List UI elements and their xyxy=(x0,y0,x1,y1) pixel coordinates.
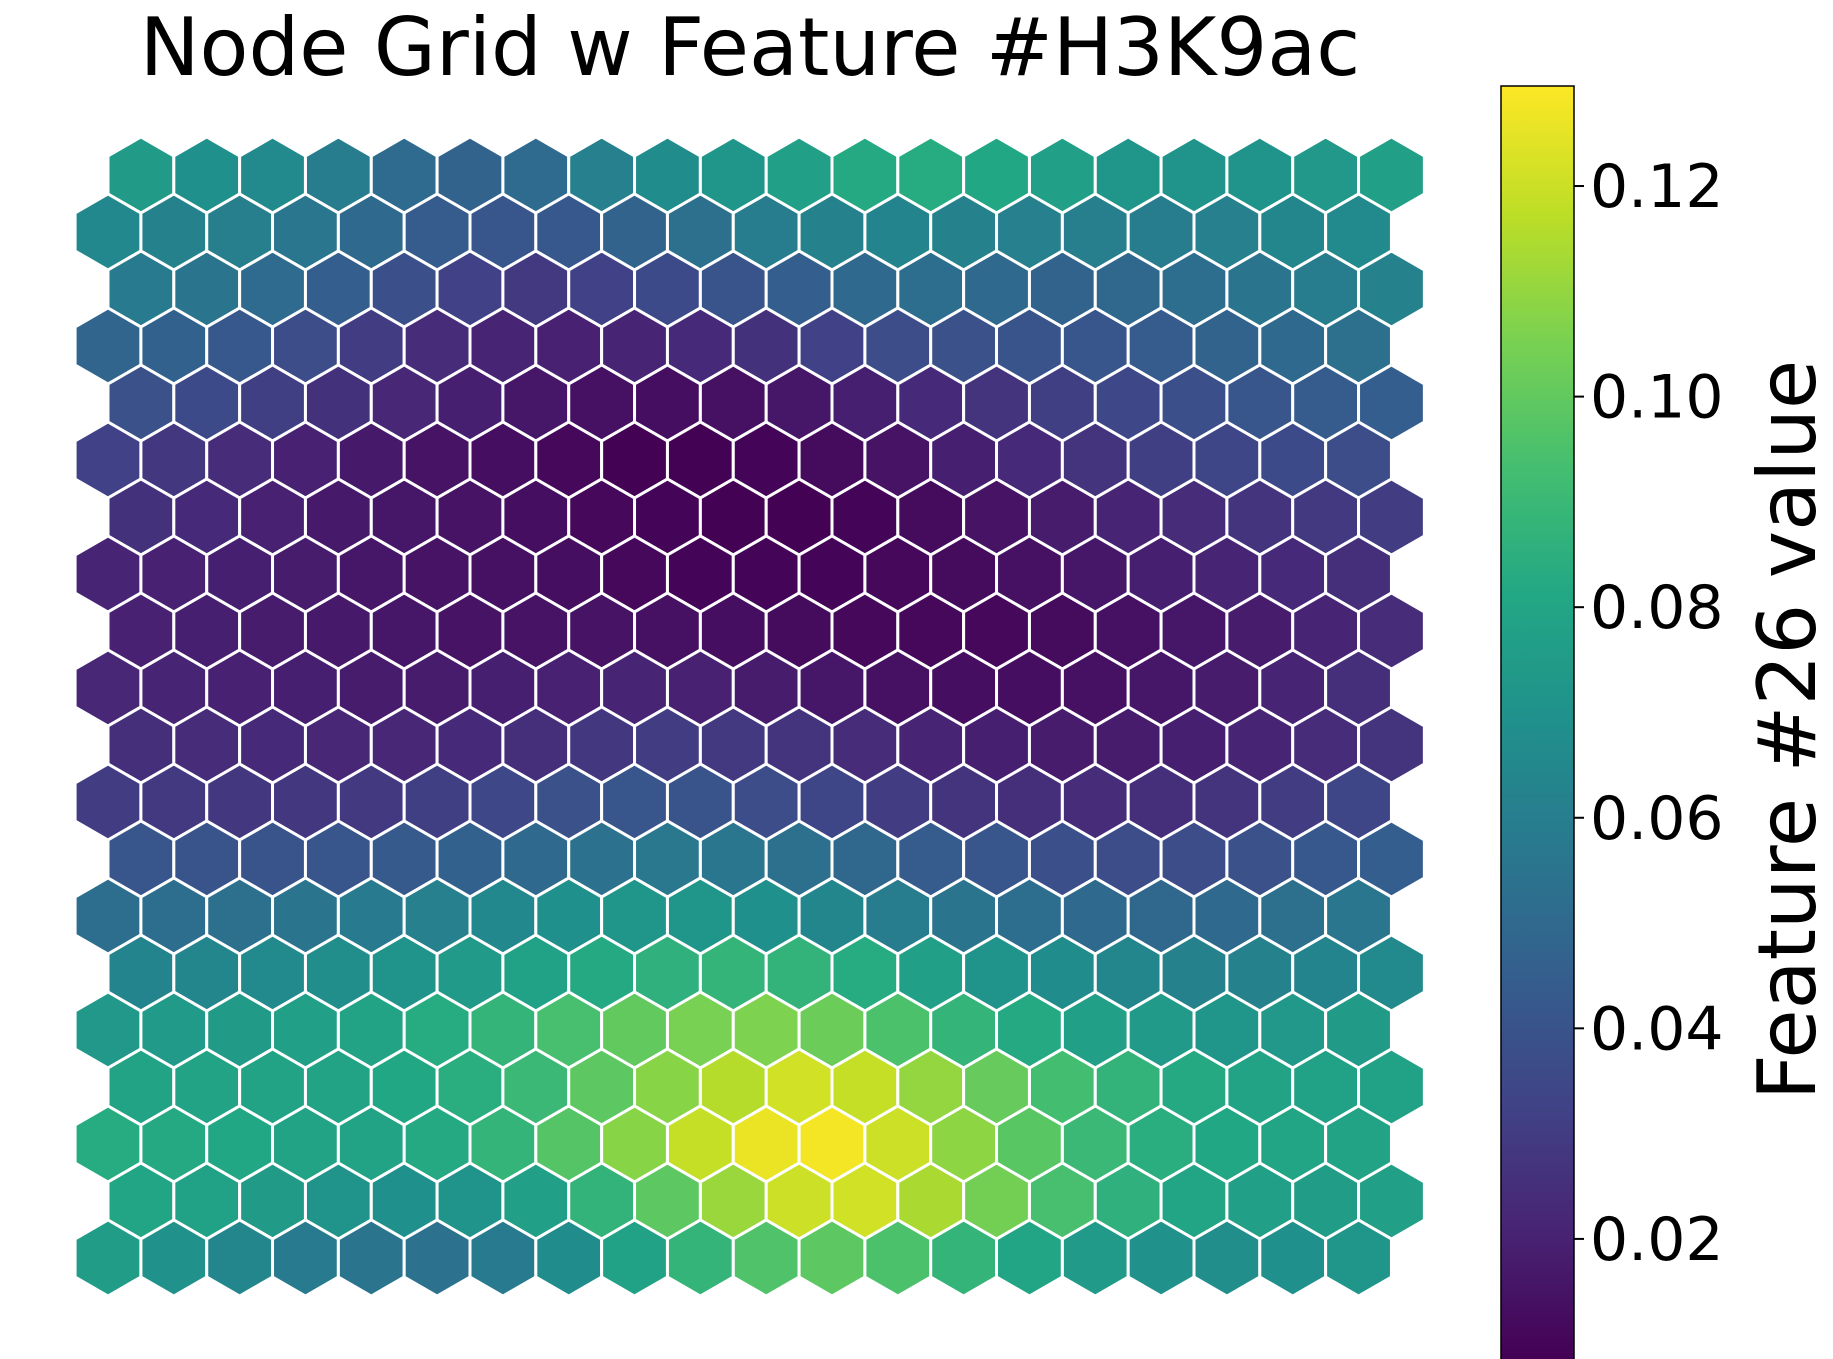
colorbar-gradient xyxy=(1500,85,1575,1359)
hex-grid xyxy=(73,135,1426,1298)
colorbar-tick-label: 0.06 xyxy=(1590,784,1724,854)
colorbar-label: Feature #26 value xyxy=(1741,360,1833,1101)
colorbar-tick-label: 0.10 xyxy=(1590,363,1724,433)
hex-cell xyxy=(1324,1218,1393,1298)
colorbar-tick-label: 0.12 xyxy=(1590,152,1724,222)
colorbar-tick-label: 0.04 xyxy=(1590,994,1724,1064)
colorbar: 0.02 0.04 0.06 0.08 0.10 0.12 Feature #26 val… xyxy=(1500,85,1833,1359)
colorbar-ticks: 0.02 0.04 0.06 0.08 0.10 0.12 xyxy=(1574,152,1724,1275)
colorbar-tick-label: 0.02 xyxy=(1590,1205,1724,1275)
colorbar-tick-label: 0.08 xyxy=(1590,573,1724,643)
chart-title: Node Grid w Feature #H3K9ac xyxy=(139,1,1361,94)
